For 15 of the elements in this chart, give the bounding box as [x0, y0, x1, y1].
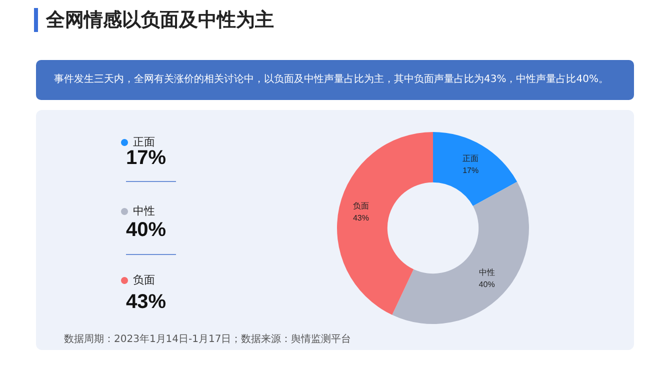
slice-label: 中性	[478, 268, 495, 278]
data-label: 40%	[478, 280, 495, 290]
legend-label: 负面	[133, 274, 155, 286]
legend-label: 正面	[133, 136, 155, 148]
data-label: 43%	[352, 213, 369, 222]
text: 40%	[126, 219, 166, 241]
slice-label: 负面	[352, 201, 369, 210]
slice-label: 正面	[462, 154, 479, 163]
text: 43%	[126, 291, 166, 313]
chart-subtitle: 事件发生三天内，全网有关涨价的相关讨论中，以负面及中性声量占比为主，其中负面声量占比为43%，中性声量占比40%。	[36, 60, 634, 100]
chart-title: 全网情感以负面及中性为主	[34, 8, 274, 32]
data-label: 17%	[462, 166, 479, 175]
legend-label: 中性	[133, 204, 155, 218]
text: 数据周期：2023年1月14日-1月17日；数据来源：舆情监测平台	[64, 332, 352, 346]
text: 17%	[126, 147, 166, 169]
